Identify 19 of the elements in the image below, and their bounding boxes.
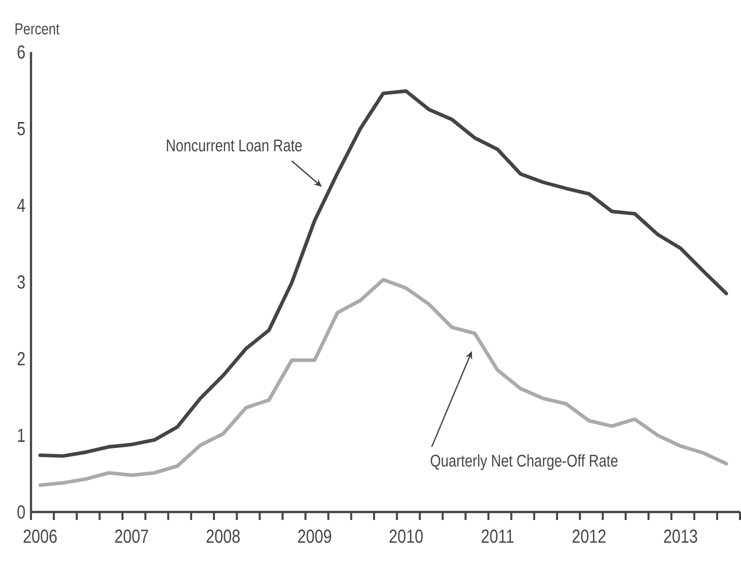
line-series	[38, 278, 728, 487]
x-tick-label: 2008	[206, 530, 240, 543]
y-axis-title: Percent	[16, 23, 60, 34]
x-tick-label: 2011	[482, 530, 514, 543]
x-tick-label: 2012	[572, 530, 606, 543]
y-tick-label: 2	[18, 352, 25, 366]
y-tick-label: 5	[17, 122, 25, 136]
y-tick-label: 1	[18, 428, 25, 442]
y-tick-label: 3	[17, 275, 25, 289]
x-tick-label: 2010	[390, 530, 423, 543]
x-tick-label: 2009	[298, 530, 332, 543]
y-tick-label: 4	[17, 198, 26, 212]
y-tick-label: 0	[17, 505, 25, 519]
x-tick-label: 2013	[664, 530, 698, 543]
x-tick-label: 2007	[115, 530, 148, 543]
text: Noncurrent Loan Rate	[166, 140, 302, 152]
series-label: Quarterly Net Charge-Off Rate	[430, 454, 618, 470]
y-tick-label: 6	[18, 45, 25, 59]
x-tick-label: 2006	[24, 530, 57, 543]
